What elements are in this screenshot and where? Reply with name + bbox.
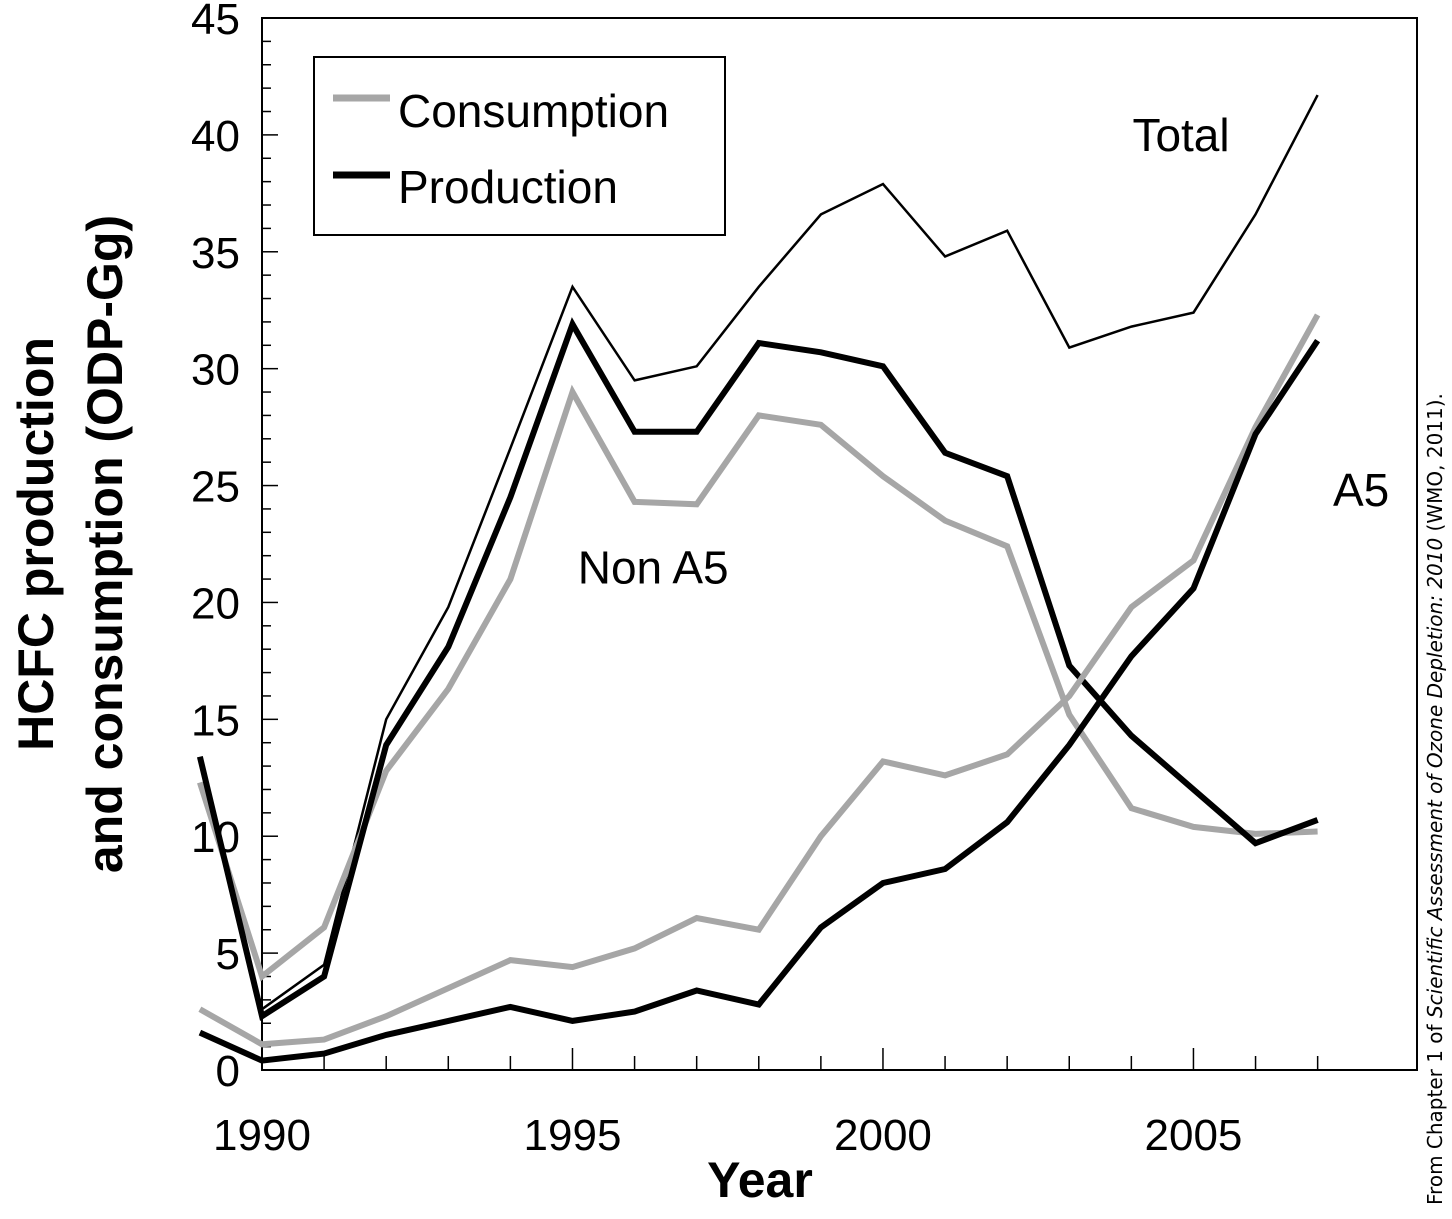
annotation-non-a5: Non A5 <box>578 541 729 593</box>
y-tick-label: 35 <box>191 229 240 278</box>
x-tick-label: 2000 <box>834 1111 932 1160</box>
credit-prefix: From Chapter 1 of <box>1423 1018 1447 1205</box>
annotation-total: Total <box>1132 109 1229 161</box>
y-tick-label: 5 <box>216 930 240 979</box>
series-line-a5-production <box>198 338 1321 1064</box>
series-line-non-a5-consumption <box>197 384 1318 982</box>
x-tick-label: 1990 <box>213 1111 311 1160</box>
legend-label-production: Production <box>398 161 618 213</box>
y-tick-label: 40 <box>191 112 240 161</box>
x-tick-label: 2005 <box>1145 1111 1243 1160</box>
y-tick-label: 45 <box>191 0 240 44</box>
plot-frame <box>261 17 1418 1071</box>
y-tick-label: 20 <box>191 579 240 628</box>
series-line-non-a5-production <box>196 317 1319 1021</box>
credit-italic: Scientific Assessment of Ozone Depletion… <box>1423 538 1447 1018</box>
legend-label-consumption: Consumption <box>398 85 669 137</box>
x-axis: 1990 1995 2000 2005 <box>213 1048 1319 1160</box>
credit-suffix: (WMO, 2011). <box>1423 393 1447 538</box>
series-layer <box>196 94 1321 1064</box>
y-tick-label: 15 <box>191 696 240 745</box>
legend-box <box>313 56 726 236</box>
y-tick-label: 0 <box>216 1047 240 1096</box>
y-tick-label: 30 <box>191 346 240 395</box>
annotation-a5: A5 <box>1333 464 1389 516</box>
y-axis-title-line-2: and consumption (ODP-Gg) <box>77 215 133 873</box>
legend: Consumption Production <box>313 56 726 236</box>
y-axis-title-line-1: HCFC production <box>8 337 64 751</box>
series-line-a5-consumption <box>198 313 1321 1048</box>
source-credit: From Chapter 1 of Scientific Assessment … <box>1423 393 1447 1205</box>
series-line-total-production <box>261 94 1319 1011</box>
y-tick-label: 25 <box>191 463 240 512</box>
x-axis-title: Year <box>707 1152 813 1208</box>
x-tick-label: 1995 <box>524 1111 622 1160</box>
